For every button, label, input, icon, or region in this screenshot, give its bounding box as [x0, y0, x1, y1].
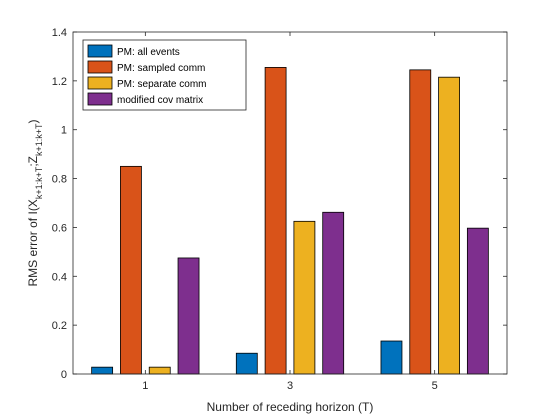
- bar-pm-separate-comm-t5: [438, 76, 460, 375]
- legend: PM: all events PM: sampled comm PM: separa…: [82, 39, 247, 111]
- legend-entry: modified cov matrix: [117, 95, 203, 106]
- x-tick-label: 5: [432, 380, 438, 392]
- bar-pm-all-events-t1: [91, 366, 114, 375]
- bar-modified-cov-matrix-t1: [177, 257, 200, 375]
- y-tick-label: 0.8: [52, 174, 67, 186]
- x-tick-label: 1: [142, 380, 148, 392]
- legend-entry: PM: sampled comm: [117, 63, 205, 74]
- legend-entry: PM: separate comm: [117, 79, 206, 90]
- bar-pm-sampled-comm-t5: [409, 69, 432, 375]
- bar-pm-sampled-comm-t1: [120, 165, 142, 375]
- y-label-sub1: k+1:k+T: [34, 166, 44, 199]
- legend-swatch: [87, 44, 113, 58]
- y-label-mid: ;Z: [26, 156, 40, 167]
- y-label-suffix: ): [26, 119, 40, 123]
- bar-modified-cov-matrix-t3: [322, 211, 345, 375]
- x-tick-label: 3: [287, 380, 293, 392]
- y-axis-label: RMS error of I(Xk+1:k+T;Zk+1:k+T): [26, 119, 44, 286]
- x-ticks: 1 3 5: [142, 32, 438, 392]
- y-tick-label: 1: [61, 125, 67, 137]
- y-ticks: 0 0.2 0.4 0.6 0.8 1 1.2 1.4: [52, 27, 507, 381]
- y-tick-label: 0.4: [52, 271, 67, 283]
- legend-swatch: [87, 60, 113, 74]
- legend-swatch: [87, 76, 113, 90]
- bar-pm-separate-comm-t1: [148, 366, 171, 375]
- bar-pm-all-events-t3: [235, 352, 258, 375]
- y-tick-label: 0.6: [52, 222, 67, 234]
- y-tick-label: 0.2: [52, 320, 67, 332]
- y-label-sub2: k+1:k+T: [34, 123, 44, 156]
- legend-entry: PM: all events: [117, 47, 180, 58]
- x-axis-label: Number of receding horizon (T): [207, 400, 374, 414]
- y-tick-label: 1.4: [52, 27, 67, 39]
- y-tick-label: 0: [61, 369, 67, 381]
- bar-pm-separate-comm-t3: [293, 220, 316, 375]
- legend-swatch: [87, 92, 113, 106]
- bar-modified-cov-matrix-t5: [466, 227, 489, 375]
- y-label-prefix: RMS error of I(X: [26, 199, 40, 286]
- y-tick-label: 1.2: [52, 76, 67, 88]
- bar-pm-all-events-t5: [380, 340, 403, 375]
- bar-pm-sampled-comm-t3: [264, 67, 287, 375]
- bars: [91, 67, 489, 375]
